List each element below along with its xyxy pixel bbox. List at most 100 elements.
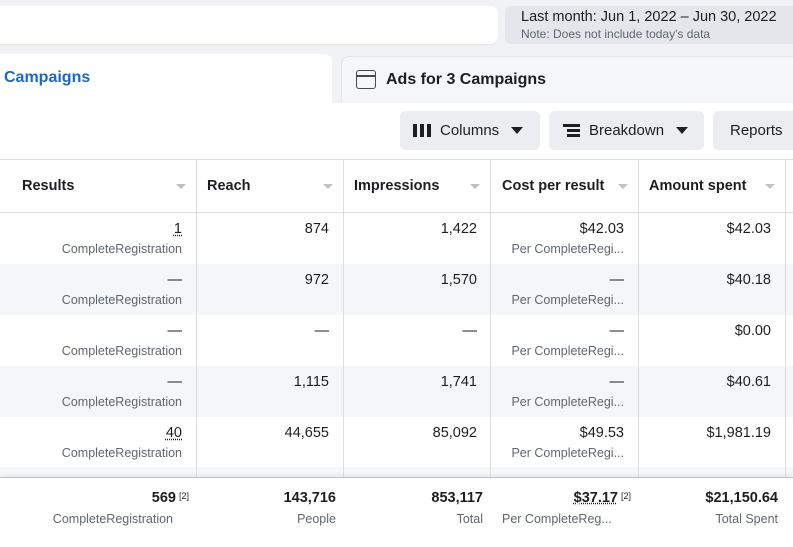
main-panel: Columns Breakdown Reports Results Reach <box>0 103 793 547</box>
results-value[interactable]: 40 <box>165 425 182 441</box>
amount-spent-value: $40.18 <box>726 272 771 288</box>
column-header-label: Results <box>22 178 75 194</box>
impressions-value: 1,422 <box>440 221 477 237</box>
amount-spent-value: $40.61 <box>726 374 771 390</box>
amount-spent-value: $1,981.19 <box>706 425 771 441</box>
reach-value: — <box>314 323 330 339</box>
impressions-cell: — <box>344 315 491 366</box>
cost-per-result-type: Per CompleteRegi... <box>511 242 624 256</box>
table-row[interactable]: 1 CompleteRegistration 874 1,422 $42.03 … <box>0 213 793 264</box>
table-row[interactable]: 40 CompleteRegistration 44,655 85,092 $4… <box>0 417 793 468</box>
results-cell: — CompleteRegistration <box>0 264 196 315</box>
reach-cell: 1,115 <box>197 366 343 417</box>
tab-ads-label: Ads for 3 Campaigns <box>386 71 547 88</box>
column-header-amount-spent[interactable]: Amount spent <box>639 160 785 212</box>
amount-spent-cell: $40.61 <box>639 366 785 417</box>
results-type: CompleteRegistration <box>61 395 182 409</box>
column-header-results[interactable]: Results <box>12 160 196 212</box>
results-value: — <box>167 323 183 339</box>
cost-per-result-type: Per CompleteRegi... <box>511 395 624 409</box>
cost-per-result-cell: $42.03 Per CompleteRegi... <box>492 213 638 264</box>
total-impressions-type: Total <box>456 512 483 526</box>
cost-per-result-type: Per CompleteRegi... <box>511 344 624 358</box>
impressions-cell: 1,570 <box>344 264 491 315</box>
sort-icon[interactable] <box>765 184 775 189</box>
table-row-clipped[interactable] <box>0 467 793 479</box>
reports-label: Reports <box>730 122 783 139</box>
cost-per-result-value: — <box>609 374 625 390</box>
total-amount-spent-value: $21,150.64 <box>705 490 778 506</box>
amount-spent-cell: $1,981.19 <box>639 417 785 468</box>
breakdown-button[interactable]: Breakdown <box>549 111 704 150</box>
date-range-picker[interactable]: Last month: Jun 1, 2022 – Jun 30, 2022 N… <box>505 6 793 44</box>
columns-button[interactable]: Columns <box>400 111 540 150</box>
results-type: CompleteRegistration <box>61 446 182 460</box>
table-row[interactable]: — CompleteRegistration 972 1,570 — Per C… <box>0 264 793 315</box>
results-cell: 40 CompleteRegistration <box>0 417 196 468</box>
impressions-value: 1,570 <box>440 272 477 288</box>
total-results-type: CompleteRegistration <box>52 512 173 526</box>
column-header-reach[interactable]: Reach <box>197 160 343 212</box>
results-cell: 1 CompleteRegistration <box>0 213 196 264</box>
ad-window-icon <box>356 70 376 89</box>
reports-button[interactable]: Reports <box>713 111 793 150</box>
impressions-value: 85,092 <box>432 425 477 441</box>
cost-per-result-type: Per CompleteRegi... <box>511 293 624 307</box>
column-header-cost-per-result[interactable]: Cost per result <box>492 160 638 212</box>
tab-campaigns[interactable]: Campaigns <box>0 54 332 104</box>
column-divider <box>196 159 197 547</box>
cost-per-result-type: Per CompleteRegi... <box>511 446 624 460</box>
results-cell: — CompleteRegistration <box>0 366 196 417</box>
cost-per-result-cell: $49.53 Per CompleteRegi... <box>492 417 638 468</box>
results-cell: — CompleteRegistration <box>0 315 196 366</box>
total-cost-per-result-value: $37.17 [2] <box>574 490 631 506</box>
total-results-value: 569 [2] <box>152 490 189 506</box>
impressions-cell: 85,092 <box>344 417 491 468</box>
reach-value: 874 <box>304 221 329 237</box>
sort-icon[interactable] <box>470 184 480 189</box>
search-field[interactable] <box>0 6 498 44</box>
total-results-footnote[interactable]: [2] <box>178 491 189 501</box>
reach-cell: 972 <box>197 264 343 315</box>
amount-spent-cell: $40.18 <box>639 264 785 315</box>
sort-icon[interactable] <box>176 184 186 189</box>
column-header-impressions[interactable]: Impressions <box>344 160 490 212</box>
impressions-cell: 1,422 <box>344 213 491 264</box>
table-row[interactable]: — CompleteRegistration 1,115 1,741 — Per… <box>0 366 793 417</box>
amount-spent-cell: $0.00 <box>639 315 785 366</box>
amount-spent-value: $0.00 <box>734 323 771 339</box>
cost-per-result-cell: — Per CompleteRegi... <box>492 366 638 417</box>
columns-icon <box>413 124 431 137</box>
sort-icon[interactable] <box>618 184 628 189</box>
column-header-label: Impressions <box>354 178 440 194</box>
total-reach-type: People <box>297 512 336 526</box>
breakdown-label: Breakdown <box>589 122 665 139</box>
tab-ads[interactable]: Ads for 3 Campaigns <box>341 56 793 102</box>
impressions-value: 1,741 <box>440 374 477 390</box>
column-divider <box>785 159 786 547</box>
results-value[interactable]: 1 <box>173 221 182 237</box>
results-value: — <box>167 272 183 288</box>
amount-spent-cell: $42.03 <box>639 213 785 264</box>
total-results-number: 569 <box>151 490 176 506</box>
reach-cell: 874 <box>197 213 343 264</box>
breakdown-icon <box>563 123 580 138</box>
total-cpr-footnote[interactable]: [2] <box>620 491 631 501</box>
reach-value: 44,655 <box>284 425 329 441</box>
table-row[interactable]: — CompleteRegistration — — — Per Complet… <box>0 315 793 366</box>
total-impressions-value: 853,117 <box>431 490 483 506</box>
tab-campaigns-label: Campaigns <box>4 69 91 86</box>
total-reach-value: 143,716 <box>283 490 336 506</box>
column-divider <box>638 159 639 547</box>
columns-label: Columns <box>440 122 500 139</box>
cost-per-result-value: $49.53 <box>579 425 624 441</box>
cost-per-result-value: $42.03 <box>579 221 624 237</box>
sort-icon[interactable] <box>323 184 333 189</box>
table-header: Results Reach Impressions Cost per resul… <box>0 159 793 213</box>
date-range-note: Note: Does not include today's data <box>521 27 711 41</box>
total-cost-per-result-number[interactable]: $37.17 <box>573 490 618 506</box>
results-value: — <box>167 374 183 390</box>
reach-value: 1,115 <box>293 374 329 390</box>
impressions-cell: 1,741 <box>344 366 491 417</box>
reach-cell: — <box>197 315 343 366</box>
